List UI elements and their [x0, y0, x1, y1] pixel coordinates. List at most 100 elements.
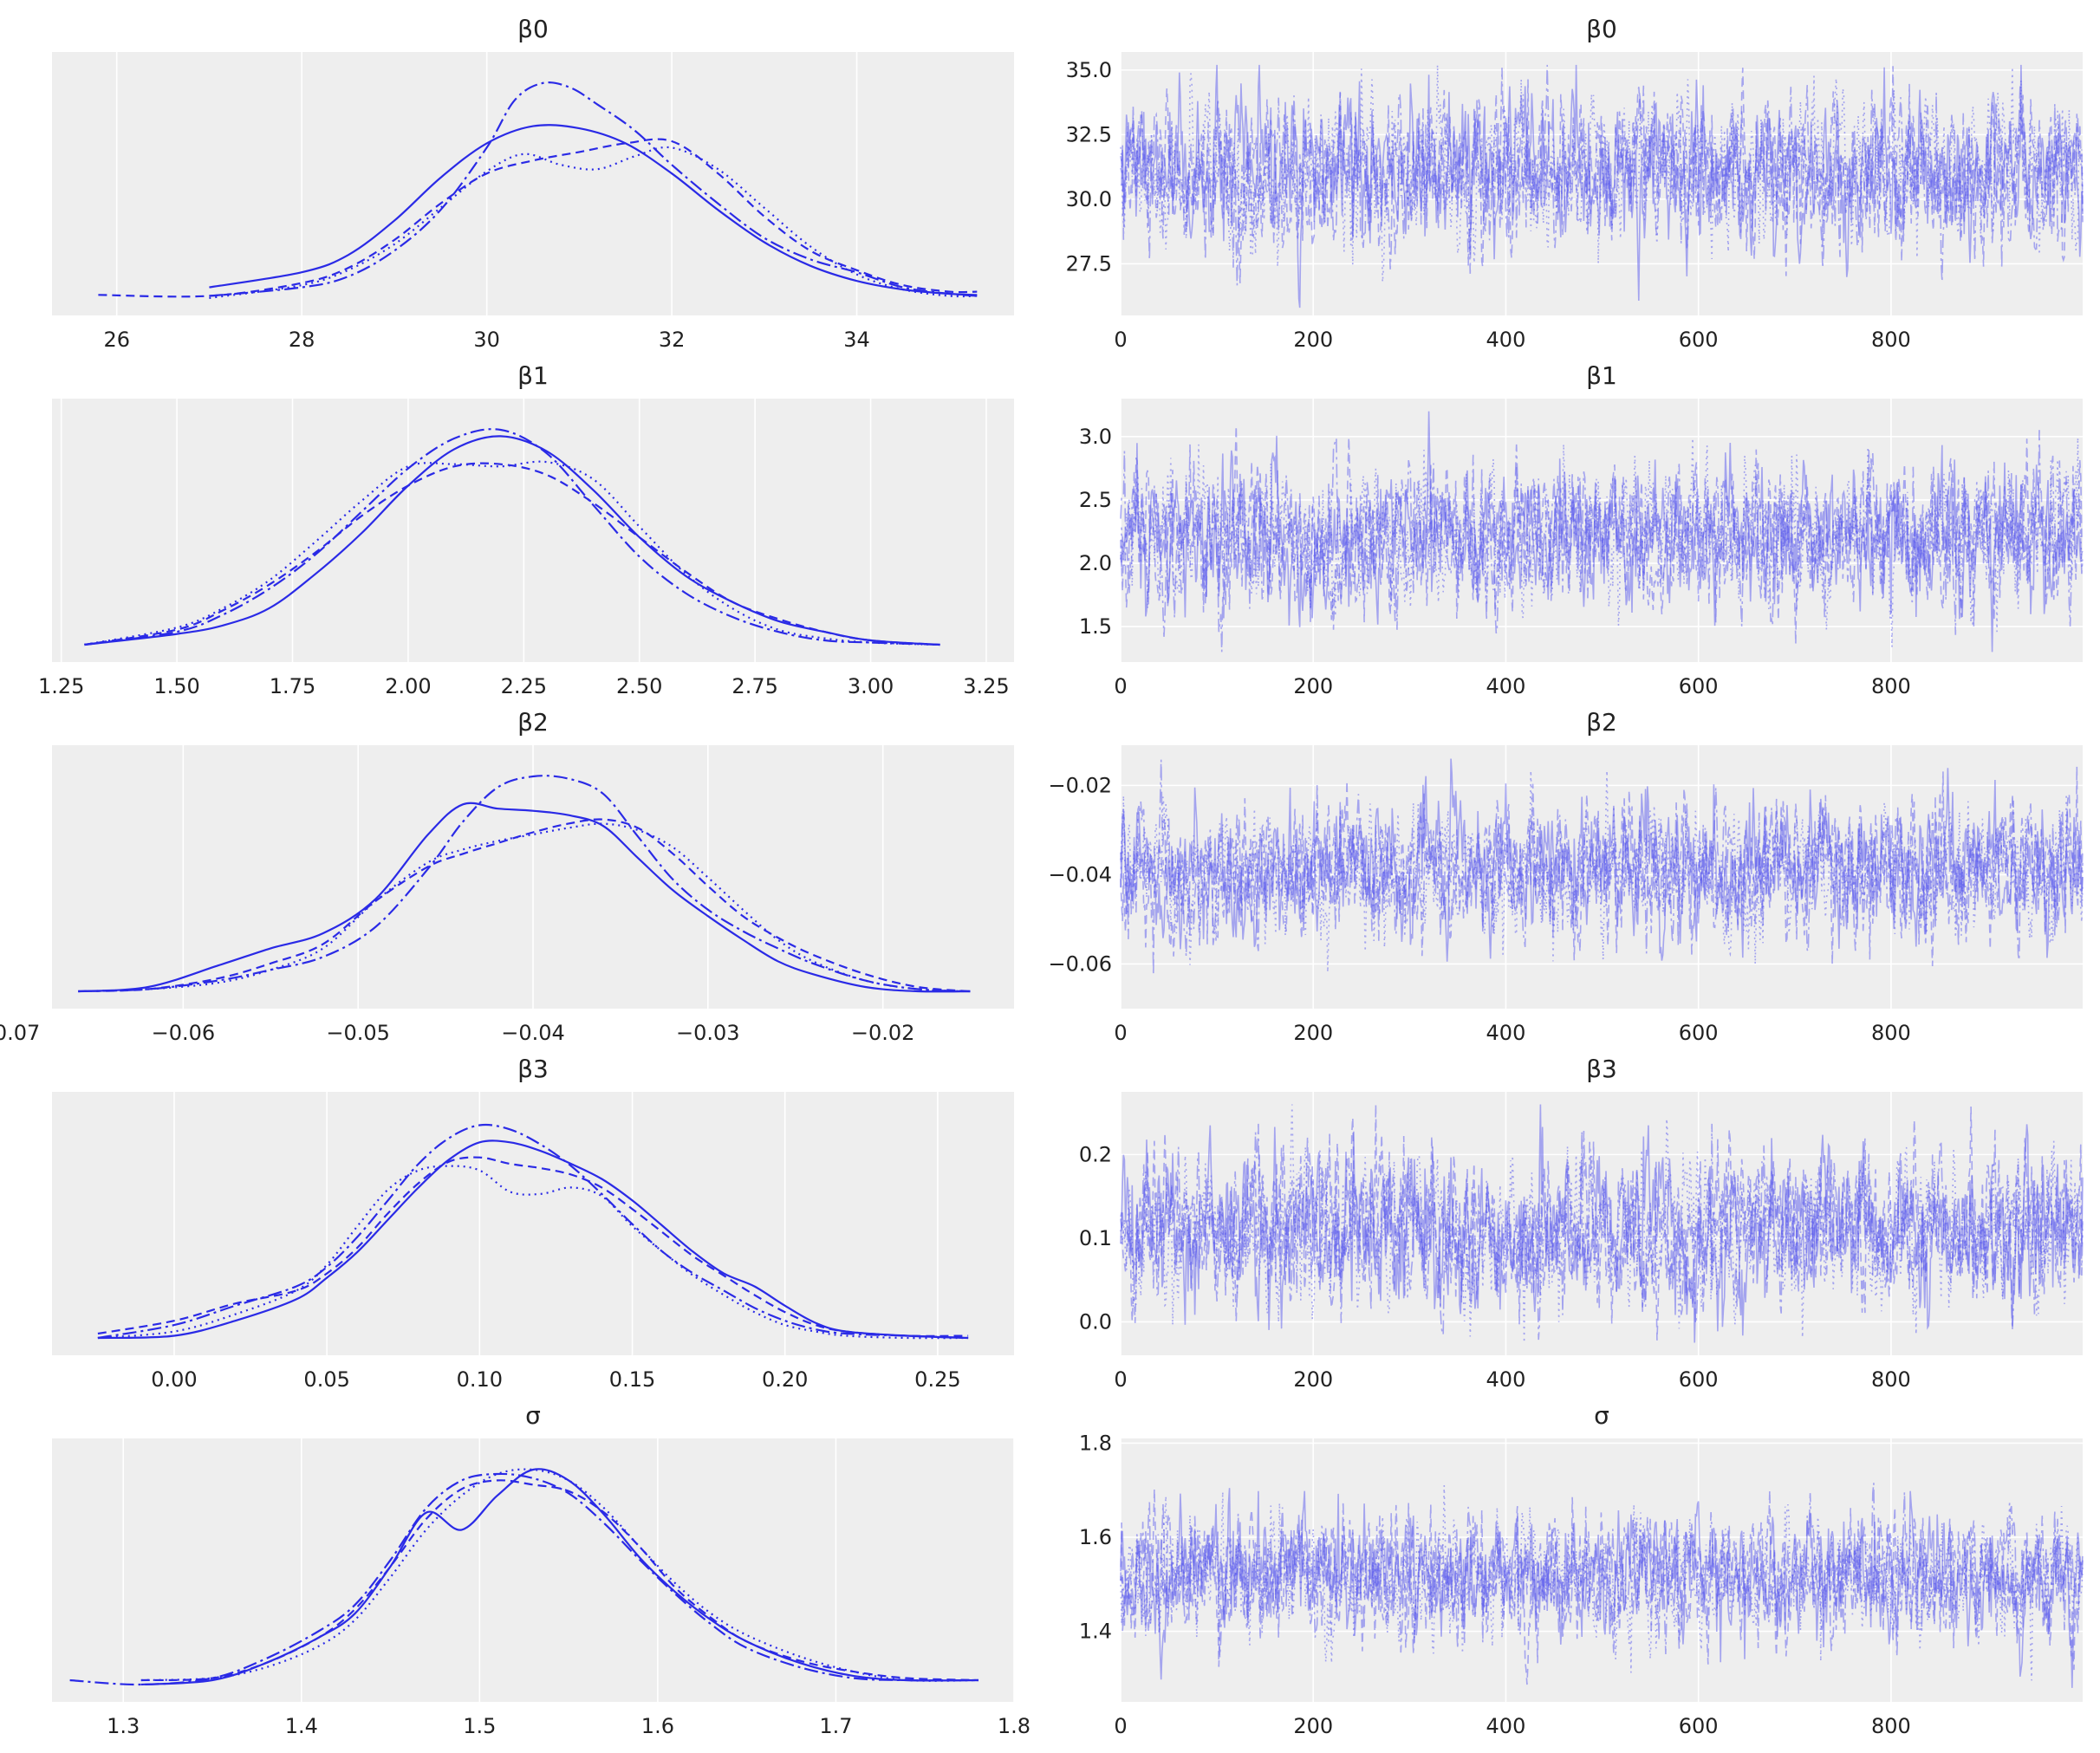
subplot-trace-0: β0 0 200 400 600 800 27.5 30.0 32.5 35.0 — [1066, 15, 2084, 352]
x-tick-label: 0 — [1114, 328, 1127, 352]
trace-chain-1 — [1120, 438, 2084, 647]
x-tick-label: 1.4 — [285, 1714, 318, 1738]
subplot-title: β0 — [1586, 15, 1617, 43]
density-curve-chain-0 — [84, 435, 940, 646]
density-curve-chain-0 — [78, 802, 971, 993]
density-curve-chain-2 — [84, 462, 940, 646]
x-tick-label: 400 — [1486, 674, 1526, 698]
x-tick-label: 200 — [1293, 674, 1333, 698]
trace-chain-3 — [1120, 64, 2084, 286]
x-tick-label: 32 — [659, 328, 686, 352]
plot-area — [52, 399, 1014, 662]
trace-chain-3 — [1120, 430, 2084, 653]
density-curve-chain-0 — [209, 124, 978, 296]
trace-chain-2 — [1120, 66, 2084, 283]
subplot-title: β2 — [517, 708, 549, 737]
y-tick-label: 1.8 — [1079, 1431, 1112, 1455]
y-tick-label: 30.0 — [1066, 187, 1112, 211]
x-tick-label: 0 — [1114, 1714, 1127, 1738]
x-tick-label: −0.06 — [152, 1021, 216, 1045]
density-curve-chain-1 — [209, 146, 978, 300]
x-tick-label: 400 — [1486, 1714, 1526, 1738]
y-tick-label: 27.5 — [1066, 251, 1112, 276]
subplot-title: β3 — [1586, 1055, 1617, 1083]
x-tick-label: 26 — [103, 328, 130, 352]
x-tick-label: 2.50 — [616, 674, 662, 698]
density-curve-chain-2 — [97, 1156, 969, 1337]
trace-chain-2 — [1120, 1104, 2084, 1341]
y-tick-label: 1.6 — [1079, 1525, 1112, 1549]
x-tick-label: 3.00 — [848, 674, 894, 698]
x-tick-label: 0.10 — [457, 1367, 503, 1392]
y-tick-label: −0.04 — [1048, 862, 1112, 886]
x-tick-label: 2.25 — [501, 674, 547, 698]
x-tick-label: 0 — [1114, 674, 1127, 698]
x-tick-label: 1.75 — [270, 674, 315, 698]
subplot-title: σ — [525, 1401, 541, 1430]
x-tick-label: −0.07 — [0, 1021, 40, 1045]
x-tick-label: 0 — [1114, 1021, 1127, 1045]
subplot-trace-2: β2 0 200 400 600 800 −0.06 −0.04 −0.02 — [1048, 708, 2084, 1045]
trace-chain-2 — [1120, 766, 2084, 967]
x-tick-label: −0.04 — [501, 1021, 565, 1045]
density-curve-chain-2 — [98, 138, 978, 298]
x-tick-label: 28 — [289, 328, 315, 352]
subplot-density-0: β0 26 28 30 32 34 — [52, 15, 1014, 352]
y-tick-label: 2.0 — [1079, 551, 1112, 575]
x-tick-label: 0.05 — [303, 1367, 349, 1392]
subplot-trace-1: β1 0 200 400 600 800 1.5 2.0 2.5 3.0 — [1079, 361, 2084, 698]
y-tick-label: 35.0 — [1066, 58, 1112, 82]
x-tick-label: 800 — [1871, 1714, 1911, 1738]
x-tick-label: −0.02 — [851, 1021, 915, 1045]
density-curve-chain-3 — [84, 428, 940, 646]
x-tick-label: 1.5 — [463, 1714, 496, 1738]
trace-chain-3 — [1120, 1483, 2084, 1658]
y-tick-label: 3.0 — [1079, 425, 1112, 449]
subplot-density-4: σ 1.3 1.4 1.5 1.6 1.7 1.8 — [52, 1401, 1030, 1738]
x-tick-label: 2.75 — [731, 674, 777, 698]
x-tick-label: −0.03 — [676, 1021, 740, 1045]
x-tick-label: 2.00 — [385, 674, 431, 698]
y-tick-label: 1.4 — [1079, 1620, 1112, 1644]
density-curve-chain-1 — [78, 822, 971, 993]
y-tick-label: −0.06 — [1048, 951, 1112, 976]
x-tick-label: 400 — [1486, 1367, 1526, 1392]
density-curve-chain-3 — [69, 1472, 978, 1686]
density-curve-chain-3 — [97, 1123, 969, 1340]
y-tick-label: 32.5 — [1066, 122, 1112, 146]
x-tick-label: 200 — [1293, 1714, 1333, 1738]
subplot-title: σ — [1594, 1401, 1609, 1430]
density-curve-chain-2 — [140, 1479, 978, 1682]
y-tick-label: −0.02 — [1048, 773, 1112, 797]
x-tick-label: 400 — [1486, 1021, 1526, 1045]
trace-chain-1 — [1120, 64, 2084, 282]
trace-chain-1 — [1120, 1484, 2084, 1681]
subplot-title: β3 — [517, 1055, 549, 1083]
x-tick-label: 1.6 — [641, 1714, 674, 1738]
x-tick-label: 3.25 — [963, 674, 1009, 698]
subplot-density-3: β3 0.00 0.05 0.10 0.15 0.20 0.25 — [52, 1055, 1014, 1392]
x-tick-label: 30 — [473, 328, 500, 352]
plot-area — [52, 1092, 1014, 1355]
x-tick-label: 600 — [1679, 1021, 1719, 1045]
y-tick-label: 1.5 — [1079, 614, 1112, 639]
x-tick-label: 0.15 — [609, 1367, 655, 1392]
density-curve-chain-0 — [97, 1139, 969, 1340]
x-tick-label: 600 — [1679, 1367, 1719, 1392]
x-tick-label: 600 — [1679, 674, 1719, 698]
density-curve-chain-3 — [78, 775, 971, 993]
subplot-trace-3: β3 0 200 400 600 800 0.0 0.1 0.2 — [1079, 1055, 2084, 1392]
density-curve-chain-1 — [140, 1468, 978, 1682]
x-tick-label: 800 — [1871, 1367, 1911, 1392]
subplot-title: β1 — [1586, 361, 1617, 390]
trace-chain-2 — [1120, 425, 2084, 645]
subplot-title: β0 — [517, 15, 549, 43]
subplot-density-1: β1 1.25 1.50 1.75 2.00 2.25 2.50 2.75 3.00 3.25 — [38, 361, 1014, 698]
x-tick-label: 200 — [1293, 1367, 1333, 1392]
x-tick-label: 400 — [1486, 328, 1526, 352]
y-tick-label: 0.0 — [1079, 1309, 1112, 1334]
x-tick-label: 0 — [1114, 1367, 1127, 1392]
plot-area — [52, 1438, 1014, 1702]
x-tick-label: 1.8 — [998, 1714, 1030, 1738]
